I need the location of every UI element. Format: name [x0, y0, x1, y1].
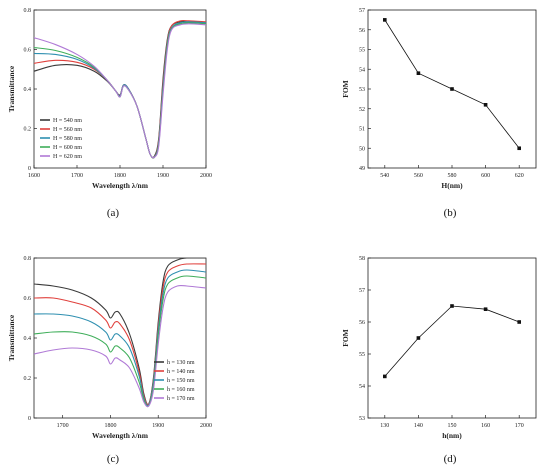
- y-axis-label: FOM: [341, 80, 350, 98]
- y-tick-label: 55: [359, 352, 365, 358]
- x-tick-label: 1900: [152, 423, 164, 429]
- y-tick-label: 53: [359, 416, 365, 422]
- chart-panel-4: 53 54 55 56 57 58 130 140 150 160 170 h(nm) FOM (d): [341, 256, 537, 465]
- series-line-2: [34, 263, 206, 406]
- x-tick-label: 560: [414, 173, 423, 179]
- x-tick-label: 150: [448, 423, 457, 429]
- x-axis-label: Wavelength λ/nm: [92, 181, 149, 190]
- x-tick-label: 580: [448, 173, 457, 179]
- y-tick-label: 55: [359, 48, 365, 54]
- legend-label: H = 580 nm: [53, 136, 82, 142]
- chart-panel-3: 0 0.2 0.4 0.6 0.8 1700 1800 1900 2000 Wavelength …: [7, 256, 212, 465]
- x-tick-label: 1700: [57, 423, 69, 429]
- panel-label: (a): [107, 207, 120, 219]
- series-line-5: [34, 23, 206, 159]
- legend-label: h = 170 nm: [167, 396, 195, 402]
- x-tick-label: 170: [515, 423, 524, 429]
- chart-panel-2: 49 50 51 52 53 54 55 56 57 540 560 580 600 620 H(nm) FO…: [341, 8, 537, 219]
- x-tick-label: 1800: [104, 423, 116, 429]
- chart-panel-1: 0 0.2 0.4 0.6 0.8 1600 1700 1800 1900 2000 Wavelen…: [7, 8, 212, 219]
- x-tick-label: 1900: [157, 173, 169, 179]
- y-tick-label: 0.6: [24, 296, 32, 302]
- legend-label: h = 160 nm: [167, 387, 195, 393]
- y-axis-label: FOM: [341, 329, 350, 347]
- y-tick-label: 50: [359, 146, 365, 152]
- x-tick-label: 2000: [200, 423, 212, 429]
- y-tick-label: 0.2: [24, 127, 32, 133]
- x-tick-label: 130: [380, 423, 389, 429]
- series-line-5: [34, 284, 206, 408]
- data-point: [517, 146, 521, 151]
- y-tick-label: 0.4: [24, 87, 32, 93]
- data-point: [483, 103, 488, 107]
- data-point: [483, 307, 488, 311]
- y-tick-label: 58: [359, 256, 365, 262]
- y-tick-label: 52: [359, 107, 365, 113]
- plot-frame: [367, 257, 537, 419]
- y-tick-label: 56: [359, 320, 365, 326]
- series-line-3: [34, 269, 206, 407]
- x-tick-label: 600: [481, 173, 490, 179]
- y-tick-label: 51: [359, 127, 365, 133]
- panel-label: (d): [444, 453, 457, 465]
- plot-frame: [33, 257, 207, 419]
- y-tick-label: 57: [359, 8, 365, 14]
- legend-label: H = 620 nm: [53, 154, 82, 160]
- data-point: [416, 336, 421, 340]
- legend-label: h = 150 nm: [167, 378, 195, 384]
- data-point: [517, 320, 521, 324]
- series-line-1: [384, 305, 520, 377]
- y-tick-label: 57: [359, 288, 365, 294]
- data-point: [383, 374, 387, 379]
- y-tick-label: 0.2: [24, 376, 32, 382]
- legend-label: h = 130 nm: [167, 360, 195, 366]
- x-tick-label: 2000: [200, 173, 212, 179]
- x-axis-label: Wavelength λ/nm: [92, 431, 149, 440]
- data-point: [450, 304, 454, 308]
- data-point: [383, 18, 387, 22]
- y-tick-label: 54: [359, 67, 365, 73]
- x-tick-label: 620: [515, 173, 524, 179]
- y-axis-label: Transmittance: [7, 65, 16, 112]
- y-tick-label: 0.4: [24, 336, 32, 342]
- x-tick-label: 140: [414, 423, 423, 429]
- y-axis-label: Transmittance: [7, 314, 16, 361]
- x-axis-label: h(nm): [442, 431, 462, 440]
- legend-label: H = 560 nm: [53, 127, 82, 133]
- y-tick-label: 56: [359, 28, 365, 34]
- series-line-1: [384, 19, 520, 149]
- legend-label: H = 540 nm: [53, 118, 82, 124]
- y-tick-label: 0.8: [24, 256, 32, 262]
- panel-label: (b): [444, 207, 457, 219]
- x-tick-label: 540: [380, 173, 389, 179]
- series-line-4: [34, 275, 206, 408]
- x-tick-label: 160: [481, 423, 490, 429]
- x-tick-label: 1600: [28, 173, 40, 179]
- y-tick-label: 54: [359, 384, 365, 390]
- y-tick-label: 0.6: [24, 48, 32, 54]
- legend-label: h = 140 nm: [167, 369, 195, 375]
- legend-label: H = 600 nm: [53, 145, 82, 151]
- x-tick-label: 1700: [71, 173, 83, 179]
- y-tick-label: 0: [28, 166, 31, 172]
- y-tick-label: 49: [359, 166, 365, 172]
- x-axis-label: H(nm): [441, 181, 463, 190]
- series-line-1: [34, 258, 206, 406]
- data-point: [450, 87, 454, 91]
- data-point: [416, 71, 421, 75]
- y-tick-label: 0.8: [24, 8, 32, 14]
- panel-label: (c): [107, 453, 120, 465]
- y-tick-label: 53: [359, 87, 365, 93]
- x-tick-label: 1800: [114, 173, 126, 179]
- y-tick-label: 0: [28, 416, 31, 422]
